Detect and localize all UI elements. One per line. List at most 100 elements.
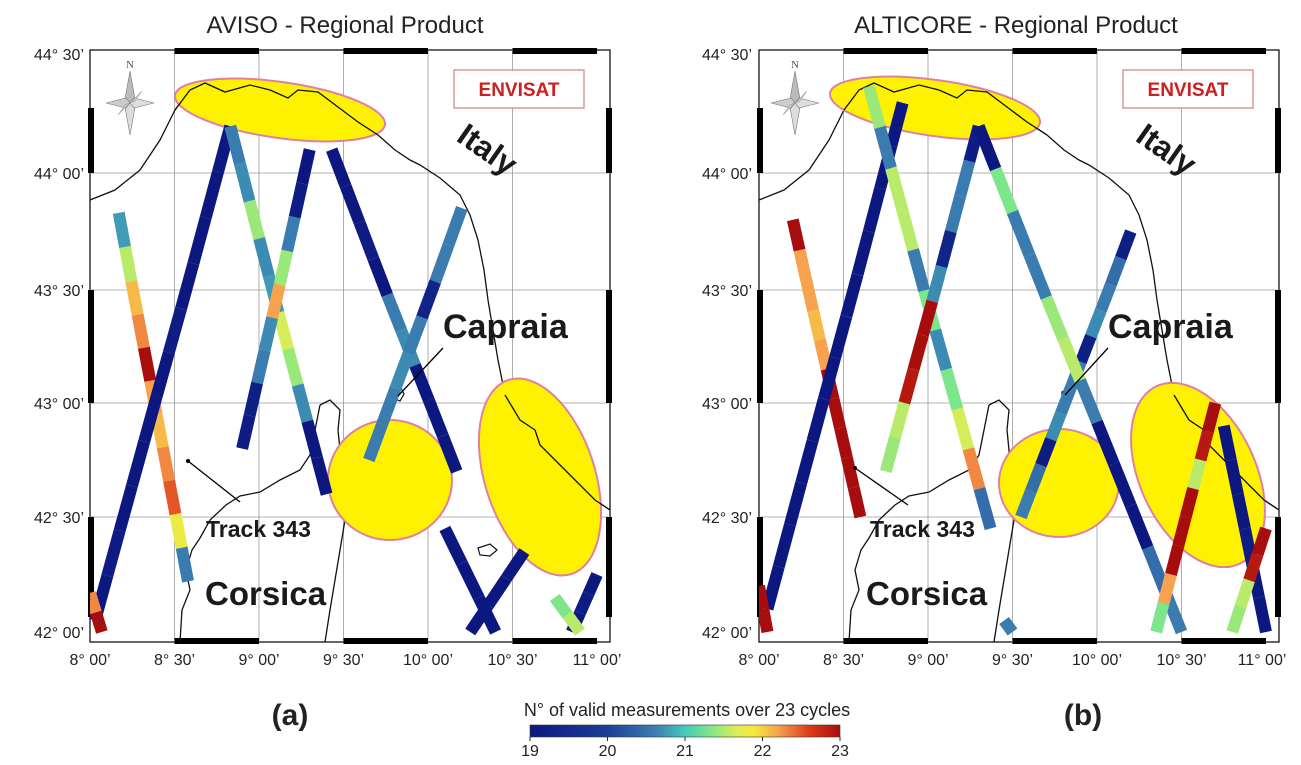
track-segment: [156, 446, 176, 482]
panel-b-title: ALTICORE - Regional Product: [854, 12, 1178, 39]
lat-tick-label: 44° 30’: [34, 47, 84, 64]
track-segment: [945, 194, 966, 234]
track-segment: [1243, 552, 1264, 583]
capraia-pointer-b: [1064, 347, 1109, 396]
track-segment: [367, 256, 393, 298]
track-segment: [574, 591, 595, 616]
track-segment: [281, 215, 301, 253]
track-segment: [416, 279, 441, 320]
track-segment: [1085, 308, 1107, 339]
track-segment: [1035, 437, 1057, 468]
track-segment: [973, 487, 997, 531]
track-segment: [1253, 596, 1272, 634]
italy-coastline-overlay-a: [174, 82, 379, 136]
lat-tick-label: 44° 30’: [702, 47, 752, 64]
track-segment: [353, 220, 379, 261]
compass-n-label-b: N: [791, 59, 799, 71]
track-segment: [311, 456, 333, 496]
track-segment: [126, 439, 151, 488]
panel-a-label: (a): [272, 699, 309, 732]
panel-a-title: AVISO - Regional Product: [206, 12, 483, 39]
track-segment: [1091, 419, 1120, 467]
track-segment: [150, 351, 175, 399]
track-segment: [951, 407, 975, 451]
track-segment: [896, 207, 919, 252]
track-segment: [90, 610, 108, 634]
track-segment: [1040, 295, 1069, 342]
track-segment: [282, 347, 304, 387]
track-segment: [800, 279, 819, 312]
track-segment: [1179, 486, 1199, 519]
lon-tick-label: 9° 00’: [907, 652, 948, 669]
track-segment: [429, 242, 455, 284]
lat-tick-label: 43° 00’: [702, 396, 752, 413]
lon-tick-label: 8° 30’: [154, 652, 195, 669]
lat-tick-label: 42° 30’: [34, 510, 84, 527]
track-segment: [885, 166, 908, 211]
track-segment: [813, 338, 833, 371]
track-segment: [381, 292, 407, 333]
lon-tick-label: 9° 30’: [323, 652, 364, 669]
track-segment: [439, 525, 468, 566]
track-segment: [163, 306, 187, 355]
compass-n-label-a: N: [126, 59, 134, 71]
track-segment: [138, 346, 157, 382]
track-segment: [1105, 255, 1127, 287]
track-segment: [437, 433, 463, 474]
track-segment: [442, 206, 468, 247]
track-segment: [376, 386, 402, 427]
track-segment: [834, 426, 853, 460]
track-segment: [847, 486, 867, 519]
elba-coastline-overlay-a: [504, 394, 610, 511]
track-segment: [101, 529, 126, 578]
lon-tick-label: 10° 30’: [488, 652, 538, 669]
track-segment: [795, 439, 819, 485]
track-segment: [403, 315, 428, 356]
track-segment: [291, 383, 314, 423]
island-label-capraia-a: Capraia: [443, 308, 569, 346]
track-segment: [1006, 209, 1035, 258]
track-segment: [119, 245, 138, 283]
colorbar-title: N° of valid measurements over 23 cycles: [524, 700, 850, 720]
lat-axis-a: 44° 30’ 44° 00’ 43° 30’ 43° 00’ 42° 30’ …: [34, 47, 84, 642]
track-segment: [224, 124, 246, 166]
track-segment: [501, 548, 530, 582]
track-segment: [954, 159, 976, 198]
track-segment: [296, 148, 316, 185]
track-segment: [973, 124, 1002, 172]
lon-tick-label: 8° 30’: [823, 652, 864, 669]
track-segment: [1015, 488, 1037, 520]
track-segment: [125, 280, 144, 316]
track-segment: [1157, 573, 1177, 605]
track-segment: [827, 397, 846, 430]
track-segment: [759, 607, 774, 634]
track-segment: [840, 272, 864, 318]
lat-tick-label: 44° 00’: [34, 166, 84, 183]
colorbar-tick-label: 19: [521, 743, 539, 760]
track-segment: [1142, 545, 1171, 593]
track-segment: [187, 216, 212, 265]
colorbar: N° of valid measurements over 23 cycles …: [521, 700, 850, 760]
track-segment: [806, 397, 830, 443]
panel-b-label: (b): [1064, 699, 1102, 732]
track-segment: [131, 313, 150, 349]
track-segment: [175, 546, 194, 583]
compass-rose-a: N: [105, 59, 155, 136]
colorbar-tick-label: 23: [831, 743, 849, 760]
track-segment: [150, 412, 169, 449]
track-segment: [793, 248, 813, 282]
highlight-elba-a: [477, 377, 603, 577]
track-segment: [841, 456, 860, 489]
lon-tick-label: 8° 00’: [738, 652, 779, 669]
track-segment: [1075, 334, 1097, 365]
lon-tick-label: 10° 30’: [1157, 652, 1207, 669]
track-pointer-dot-a: [186, 459, 190, 463]
lat-tick-label: 43° 30’: [34, 283, 84, 300]
track-segment: [163, 479, 182, 516]
island-label-corsica-a: Corsica: [205, 575, 327, 612]
lon-axis-b: 8° 00’ 8° 30’ 9° 00’ 9° 30’ 10° 00’ 10° …: [738, 652, 1286, 669]
track-label-a: Track 343: [206, 516, 311, 542]
track-segment: [1226, 604, 1247, 634]
track-segment: [253, 237, 275, 278]
track-segment: [929, 328, 953, 372]
